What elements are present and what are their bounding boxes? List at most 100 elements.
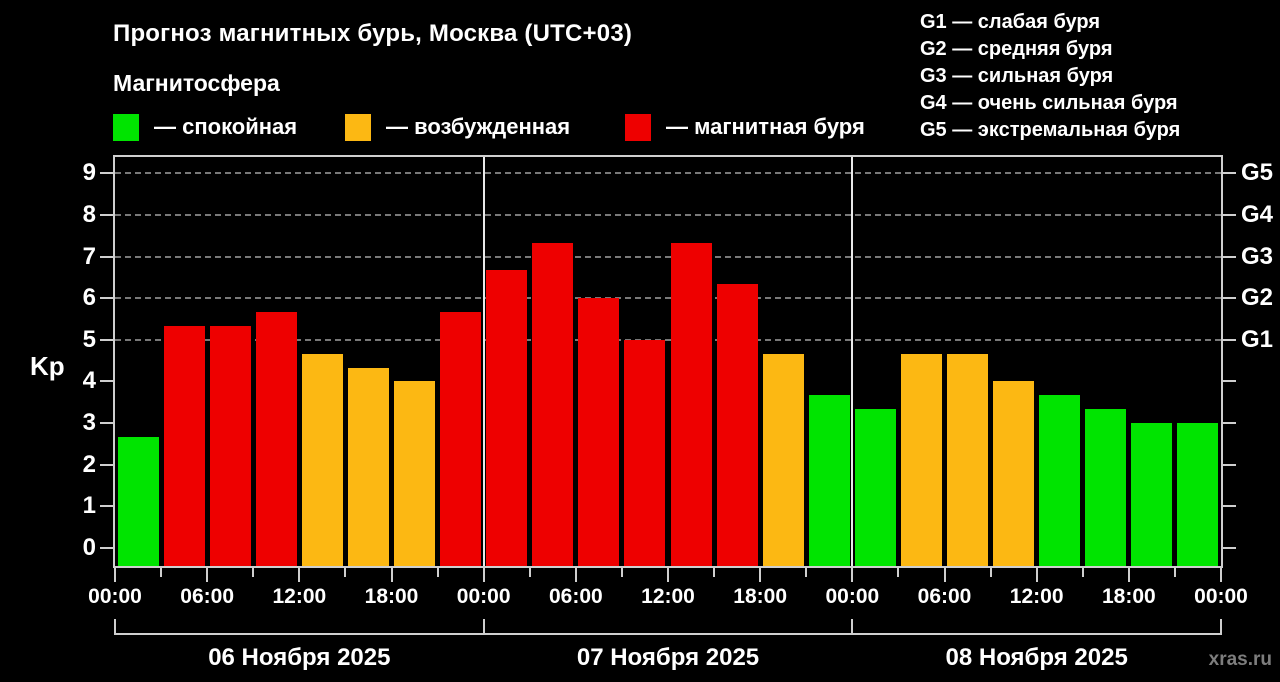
g-scale-legend-line: G5 — экстремальная буря [920, 119, 1181, 141]
legend-label-quiet: — спокойная [154, 114, 298, 139]
chart-title: Прогноз магнитных бурь, Москва (UTC+03) [113, 20, 633, 47]
y-axis-title: Kp [30, 351, 65, 381]
y-axis-tick [100, 338, 113, 341]
kp-bar [394, 381, 436, 566]
y-axis-tick [100, 463, 113, 466]
y-axis-tick-label: 6 [82, 284, 96, 312]
x-axis-major-tick [943, 568, 946, 582]
g-scale-legend-line: G3 — сильная буря [920, 65, 1114, 87]
kp-bar [209, 326, 251, 566]
x-axis-major-tick [298, 568, 301, 582]
kp-bar [716, 284, 758, 566]
kp-bar [762, 353, 804, 566]
y-axis-tick-label: 3 [82, 409, 96, 437]
g-axis-label: G2 [1241, 284, 1274, 312]
kp-bar [1039, 395, 1081, 566]
y-axis-tick [100, 547, 113, 549]
kp-bar [854, 409, 896, 566]
legend-label-storm: — магнитная буря [666, 114, 865, 139]
right-axis-tick [1223, 255, 1236, 258]
y-axis-tick [100, 380, 113, 383]
quiet-swatch-icon [113, 113, 139, 141]
x-axis-major-tick [206, 568, 209, 582]
legend-label-active: — возбужденная [386, 114, 571, 139]
g-scale-legend-line: G4 — очень сильная буря [920, 92, 1178, 114]
right-axis-tick [1223, 547, 1236, 549]
kp-bar [578, 298, 620, 566]
g-scale-legend-line: G1 — слабая буря [920, 11, 1101, 33]
kp-bar [117, 436, 159, 566]
kp-bar [347, 367, 389, 566]
x-axis-minor-tick [1081, 568, 1084, 577]
gridline-kp6 [115, 297, 1221, 300]
x-axis-major-tick [759, 568, 762, 582]
x-axis-minor-tick [620, 568, 623, 577]
time-tick-label: 12:00 [272, 585, 327, 608]
time-tick-label: 12:00 [641, 585, 695, 608]
kp-bar [255, 311, 297, 566]
right-axis-tick [1223, 422, 1236, 425]
right-axis-tick [1223, 213, 1236, 216]
x-axis-major-tick [1127, 568, 1130, 582]
g-axis-label: G1 [1241, 325, 1274, 353]
y-axis-tick-label: 4 [82, 367, 96, 395]
time-tick-label: 00:00 [825, 585, 880, 608]
right-axis-tick [1223, 380, 1236, 383]
time-tick-label: 06:00 [180, 585, 235, 608]
y-axis-tick-label: 9 [82, 159, 96, 187]
x-axis-minor-tick [1173, 568, 1176, 577]
time-tick-label: 12:00 [1009, 585, 1064, 608]
kp-bar [440, 311, 482, 566]
gridline-kp5 [115, 338, 1221, 341]
right-axis-tick [1223, 505, 1236, 508]
date-label: 06 Ноября 2025 [208, 644, 391, 671]
x-axis-major-tick [1035, 568, 1038, 582]
y-axis-tick-label: 5 [82, 325, 96, 353]
time-tick-label: 06:00 [548, 585, 603, 608]
x-axis-minor-tick [160, 568, 163, 577]
date-bracket-tick [482, 619, 485, 635]
legend-item-storm: — магнитная буря [625, 112, 865, 142]
g-axis-label: G4 [1241, 200, 1274, 228]
kp-bar [993, 381, 1035, 566]
right-axis-tick [1223, 297, 1236, 300]
x-axis-minor-tick [989, 568, 992, 577]
kp-bar [486, 270, 528, 566]
right-axis-tick [1223, 338, 1236, 341]
gridline-kp8 [115, 213, 1221, 216]
kp-bar [1177, 423, 1219, 566]
date-bracket-tick [1220, 619, 1222, 635]
date-label: 08 Ноября 2025 [945, 644, 1128, 671]
g-scale-legend-line: G2 — средняя буря [920, 38, 1113, 60]
right-axis-tick [1223, 172, 1236, 175]
y-axis-tick [100, 172, 113, 175]
watermark: xras.ru [1208, 649, 1272, 670]
date-bracket-tick [851, 619, 854, 635]
right-axis-tick [1223, 463, 1236, 466]
legend-item-quiet: — спокойная [113, 112, 297, 142]
x-axis-minor-tick [713, 568, 716, 577]
x-axis-major-tick [851, 568, 854, 582]
plot-area [113, 155, 1223, 568]
x-axis-major-tick [390, 568, 393, 582]
time-tick-label: 18:00 [733, 585, 788, 608]
kp-bar [670, 242, 712, 566]
y-axis-tick [100, 422, 113, 425]
x-axis-minor-tick [528, 568, 531, 577]
g-scale-legend: G1 — слабая буря G2 — средняя буря G3 — … [920, 9, 1180, 144]
kp-bar [163, 326, 205, 566]
date-bracket-tick [114, 619, 116, 635]
day-divider [482, 157, 485, 566]
kp-bar [532, 242, 574, 566]
y-axis-tick-label: 7 [82, 242, 96, 270]
y-axis-tick [100, 255, 113, 258]
y-axis-tick-label: 1 [82, 492, 96, 520]
x-axis-minor-tick [805, 568, 808, 577]
storm-swatch-icon [625, 113, 651, 141]
y-axis-tick-label: 0 [82, 534, 96, 561]
x-axis-major-tick [114, 568, 116, 582]
g-axis-label: G3 [1241, 242, 1274, 270]
x-axis-minor-tick [252, 568, 255, 577]
date-bracket [115, 633, 1221, 635]
